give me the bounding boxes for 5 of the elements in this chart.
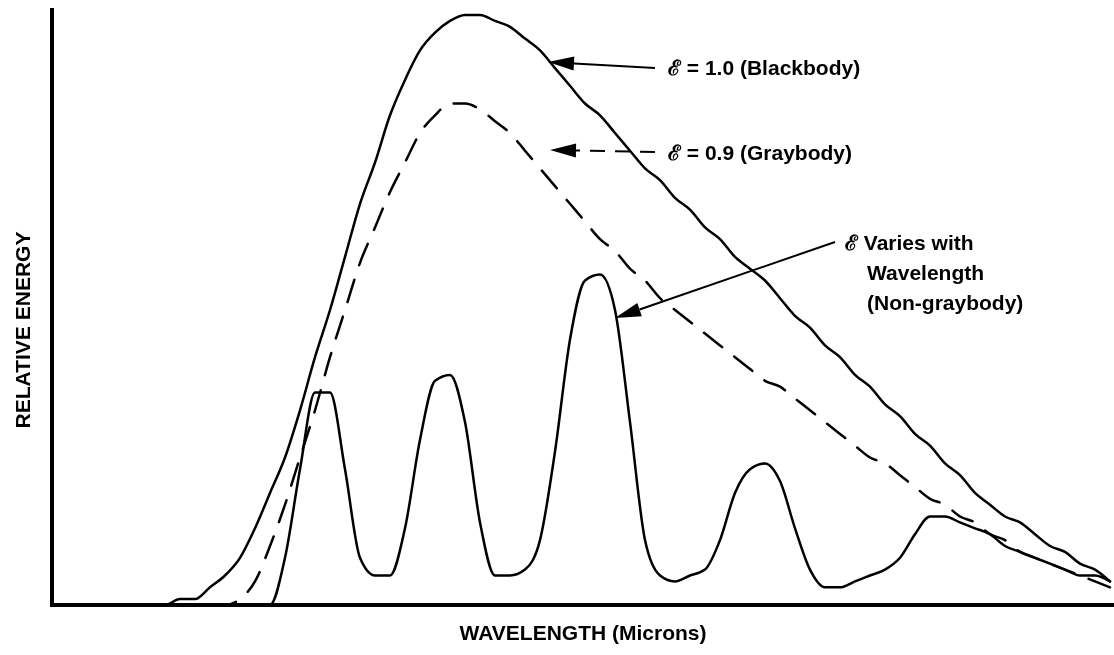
- x-axis-title: WAVELENGTH (Microns): [459, 621, 707, 644]
- y-axis-title: RELATIVE ENERGY: [11, 231, 34, 429]
- text: ℰ Varies with Wavelength (Non-graybody): [845, 231, 1024, 314]
- legend-label: ℰ = 1.0 (Blackbody): [668, 56, 861, 79]
- legend-label: ℰ = 0.9 (Graybody): [668, 141, 852, 164]
